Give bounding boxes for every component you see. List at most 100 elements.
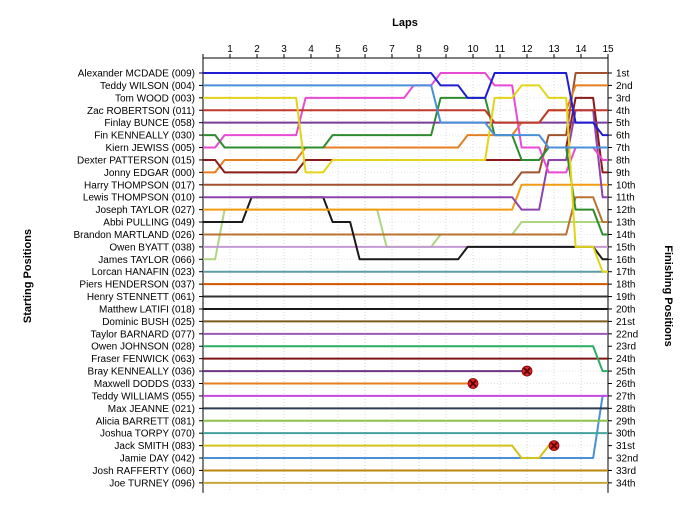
x-tick-label: 15	[602, 44, 614, 55]
x-axis-title: Laps	[392, 17, 418, 29]
finishing-position-label: 29th	[616, 416, 635, 427]
starting-position-label: Joseph TAYLOR (027)	[96, 205, 196, 216]
finishing-position-label: 10th	[616, 180, 635, 191]
x-tick-label: 14	[575, 44, 587, 55]
finishing-position-label: 13th	[616, 218, 635, 229]
starting-position-label: Piers HENDERSON (037)	[79, 280, 195, 291]
starting-position-label: Harry THOMPSON (017)	[84, 180, 195, 191]
series-lines	[203, 72, 608, 484]
x-tick-label: 5	[335, 44, 341, 55]
x-tick-label: 8	[416, 44, 422, 55]
starting-position-label: Kiern JEWISS (005)	[106, 143, 195, 154]
finishing-position-label: 33rd	[616, 466, 636, 477]
starting-position-label: Teddy WILSON (004)	[100, 81, 195, 92]
finishing-position-label: 14th	[616, 230, 635, 241]
x-tick-label: 2	[254, 44, 260, 55]
x-tick-label: 9	[443, 44, 449, 55]
finishing-position-label: 26th	[616, 379, 635, 390]
starting-position-label: Teddy WILLIAMS (055)	[92, 391, 195, 402]
x-tick-label: 7	[389, 44, 395, 55]
retirement-markers	[467, 365, 560, 452]
starting-position-label: Dominic BUSH (025)	[102, 317, 195, 328]
starting-position-label: Jonny EDGAR (000)	[104, 168, 195, 179]
starting-position-label: Brandon MARTLAND (026)	[73, 230, 195, 241]
finishing-position-label: 31st	[616, 441, 635, 452]
series-line	[203, 345, 608, 373]
finishing-position-label: 8th	[616, 155, 630, 166]
finishing-position-label: 3rd	[616, 93, 630, 104]
retirement-x-icon	[469, 379, 477, 388]
finishing-position-label: 23rd	[616, 342, 636, 353]
starting-position-label: James TAYLOR (066)	[98, 255, 195, 266]
finishing-position-label: 32nd	[616, 454, 638, 465]
x-tick-label: 1	[227, 44, 233, 55]
finishing-position-label: 19th	[616, 292, 635, 303]
finishing-position-label: 7th	[616, 143, 630, 154]
finishing-position-label: 16th	[616, 255, 635, 266]
finishing-position-label: 17th	[616, 267, 635, 278]
finishing-position-label: 4th	[616, 106, 630, 117]
starting-position-label: Abbi PULLING (049)	[103, 218, 195, 229]
retirement-x-icon	[550, 441, 558, 450]
x-tick-label: 6	[362, 44, 368, 55]
starting-position-label: Taylor BARNARD (077)	[91, 329, 195, 340]
starting-position-label: Tom WOOD (003)	[115, 93, 195, 104]
starting-position-label: Lewis THOMPSON (010)	[83, 193, 195, 204]
finishing-position-label: 24th	[616, 354, 635, 365]
finishing-position-label: 21st	[616, 317, 635, 328]
y-axis-right-title: Finishing Positions	[662, 245, 674, 346]
finishing-position-label: 27th	[616, 391, 635, 402]
finishing-position-label: 11th	[616, 193, 635, 204]
finishing-position-label: 9th	[616, 168, 630, 179]
retirement-marker	[521, 365, 533, 377]
series-line	[203, 72, 608, 137]
finishing-position-label: 30th	[616, 429, 635, 440]
finishing-position-label: 1st	[616, 69, 630, 80]
finishing-position-label: 22nd	[616, 329, 638, 340]
starting-position-label: Finlay BUNCE (058)	[104, 118, 195, 129]
starting-position-label: Joe TURNEY (096)	[109, 478, 195, 489]
retirement-x-icon	[523, 367, 531, 375]
series-line	[203, 196, 608, 236]
series-line	[203, 109, 608, 211]
starting-position-label: Josh RAFFERTY (060)	[93, 466, 195, 477]
series-line	[203, 96, 608, 236]
starting-position-label: Dexter PATTERSON (015)	[77, 155, 195, 166]
series-line	[203, 444, 554, 460]
grid-lines	[199, 54, 612, 493]
starting-position-label: Fraser FENWICK (063)	[91, 354, 195, 365]
starting-position-label: Owen JOHNSON (028)	[91, 342, 195, 353]
x-tick-label: 12	[521, 44, 533, 55]
series-line	[203, 84, 608, 273]
x-tick-label: 10	[467, 44, 479, 55]
series-line	[203, 394, 608, 460]
x-tick-label: 3	[281, 44, 287, 55]
x-tick-label: 4	[308, 44, 314, 55]
starting-position-label: Bray KENNEALLY (036)	[88, 367, 195, 378]
finishing-position-label: 15th	[616, 242, 635, 253]
retirement-marker	[548, 440, 560, 452]
x-tick-label: 11	[495, 44, 506, 55]
finishing-position-label: 2nd	[616, 81, 633, 92]
starting-position-label: Henry STENNETT (061)	[87, 292, 195, 303]
finishing-position-label: 20th	[616, 304, 635, 315]
finishing-position-label: 18th	[616, 280, 635, 291]
series-line	[203, 84, 608, 149]
starting-position-label: Lorcan HANAFIN (023)	[92, 267, 195, 278]
x-tick-labels: 1 2 3 4 5 6 7 8 9 10 11 12 13 14 15	[227, 44, 614, 55]
y-axis-left-title: Starting Positions	[22, 229, 34, 323]
finishing-position-label: 34th	[616, 478, 635, 489]
starting-position-label: Fin KENNEALLY (030)	[94, 131, 195, 142]
finishing-position-label: 25th	[616, 367, 635, 378]
starting-position-label: Alexander MCDADE (009)	[78, 69, 195, 80]
finishing-position-label: 5th	[616, 118, 630, 129]
starting-position-label: Max JEANNE (021)	[108, 404, 195, 415]
starting-position-label: Zac ROBERTSON (011)	[87, 106, 195, 117]
finishing-position-label: 12th	[616, 205, 635, 216]
starting-position-label: Matthew LATIFI (018)	[99, 304, 195, 315]
series-line	[203, 109, 608, 124]
starting-position-label: Jamie DAY (042)	[120, 454, 195, 465]
finishing-position-label: 6th	[616, 131, 630, 142]
